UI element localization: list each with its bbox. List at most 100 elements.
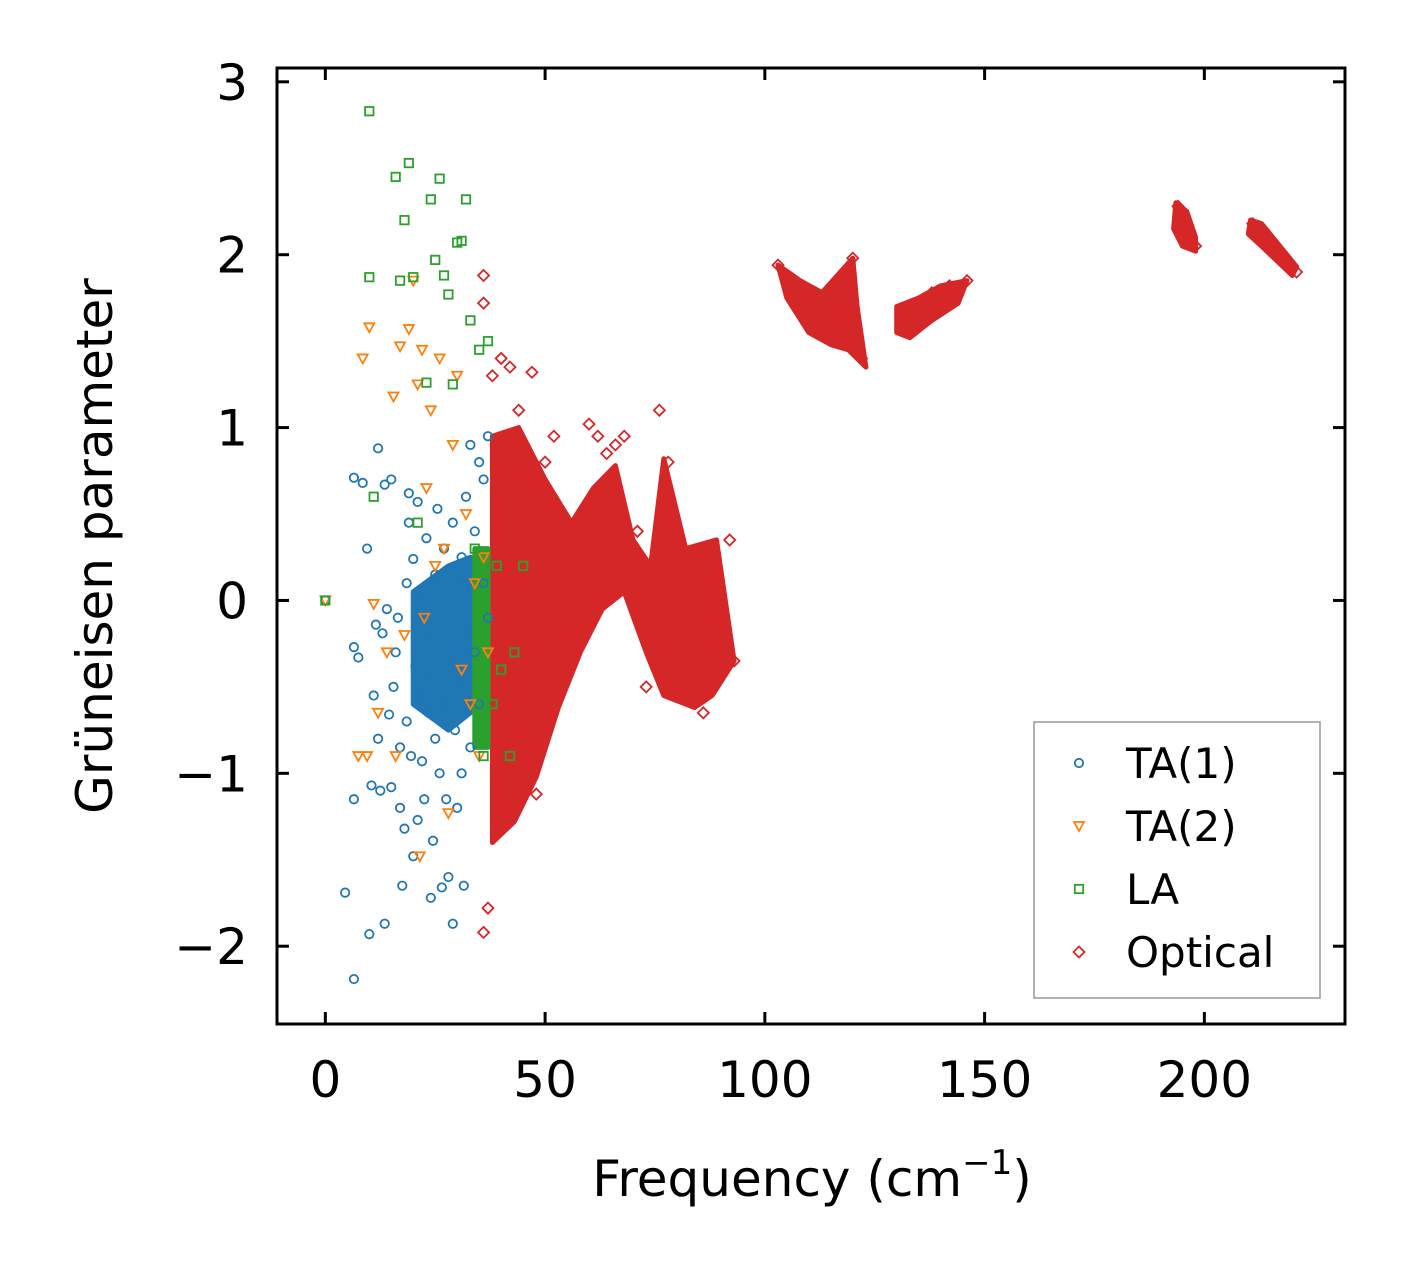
- point-ta-2-10: [393, 341, 407, 354]
- point-optical-17: [617, 429, 631, 443]
- point-ta-1-74: [465, 439, 476, 450]
- point-optical-21: [661, 455, 675, 469]
- point-la-2: [364, 272, 375, 283]
- point-ta-2-6: [371, 707, 385, 720]
- point-la-19: [460, 194, 472, 205]
- y-tick-label-2: 0: [216, 572, 248, 630]
- point-optical-38: [907, 299, 922, 314]
- point-ta-1-37: [410, 661, 421, 672]
- point-optical-16: [608, 438, 623, 452]
- point-ta-1-2: [348, 973, 360, 985]
- point-optical-45: [1245, 216, 1260, 231]
- point-ta-2-16: [415, 344, 429, 357]
- point-optical-46: [1259, 230, 1273, 245]
- point-ta-1-11: [368, 690, 379, 701]
- point-optical-20: [652, 403, 667, 418]
- point-ta-1-33: [403, 488, 414, 499]
- legend: TA(1) TA(2) LA Optical: [1033, 721, 1321, 999]
- point-optical-12: [547, 429, 561, 443]
- point-la-24: [482, 336, 494, 347]
- point-optical-15: [599, 446, 614, 461]
- point-ta-1-27: [394, 802, 406, 814]
- point-optical-44: [1188, 239, 1203, 253]
- point-optical-13: [582, 417, 596, 431]
- legend-label-la: LA: [1126, 865, 1179, 914]
- legend-label-optical: Optical: [1126, 928, 1274, 977]
- point-ta-1-18: [379, 479, 390, 490]
- x-axis-title-main: Frequency (cm: [592, 1150, 962, 1208]
- point-la-18: [456, 235, 467, 246]
- point-ta-1-8: [361, 543, 373, 554]
- point-ta-1-19: [381, 603, 392, 615]
- point-ta-2-3: [360, 751, 374, 763]
- point-la-9: [412, 517, 423, 528]
- point-optical-25: [696, 706, 711, 720]
- point-optical-42: [1171, 199, 1185, 214]
- point-ta-2-12: [402, 324, 416, 336]
- point-la-7: [403, 157, 414, 169]
- point-ta-1-80: [478, 578, 489, 589]
- point-ta-1-78: [474, 699, 485, 710]
- point-ta-1-7: [357, 477, 368, 489]
- point-optical-23: [678, 559, 693, 573]
- point-ta-1-10: [366, 780, 377, 791]
- point-optical-30: [771, 258, 785, 272]
- point-ta-2-18: [419, 483, 433, 495]
- point-ta-1-58: [441, 794, 452, 805]
- point-ta-1-47: [425, 892, 436, 903]
- point-ta-2-20: [428, 560, 442, 573]
- legend-label-ta-1: TA(1): [1125, 739, 1237, 788]
- point-optical-41: [960, 273, 974, 288]
- point-la-14: [438, 270, 450, 281]
- dense-region-2: [894, 278, 970, 341]
- x-tick-label-1: 50: [513, 1051, 577, 1109]
- point-optical-3: [481, 901, 495, 915]
- point-ta-2-23: [441, 808, 455, 820]
- legend-box: [1033, 721, 1321, 999]
- x-tick-label-4: 200: [1157, 1051, 1252, 1109]
- point-optical-32: [810, 325, 825, 340]
- point-ta-2-11: [397, 630, 411, 642]
- point-la-15: [443, 289, 454, 300]
- point-ta-1-62: [447, 918, 458, 929]
- point-ta-1-73: [465, 742, 476, 753]
- point-ta-1-15: [375, 785, 386, 796]
- point-ta-2-17: [417, 612, 431, 625]
- point-ta-2-25: [450, 370, 464, 383]
- point-ta-1-1: [340, 887, 351, 898]
- dense-region-0: [489, 425, 737, 845]
- axis-ticks: 0 50 100 150 200 −2 −1 0 1 2 3: [174, 54, 1345, 1109]
- point-ta-1-28: [397, 880, 408, 891]
- point-optical-27: [714, 628, 728, 642]
- point-la-21: [469, 543, 480, 554]
- point-la-6: [399, 215, 410, 226]
- data-points-layer: [318, 106, 1304, 985]
- point-la-11: [425, 194, 436, 205]
- point-ta-2-2: [356, 353, 370, 366]
- plot-frame: [275, 66, 1347, 1026]
- legend-marker-optical: [1072, 945, 1086, 959]
- dense-region-6: [472, 546, 491, 750]
- point-optical-35: [845, 251, 860, 265]
- x-tick-label-0: 0: [309, 1051, 341, 1109]
- point-ta-1-55: [436, 882, 447, 893]
- point-la-1: [364, 106, 375, 117]
- y-tick-label-3: 1: [216, 400, 248, 458]
- point-ta-1-67: [454, 681, 465, 692]
- y-tick-label-4: 2: [216, 227, 248, 285]
- dense-regions-layer: [410, 200, 1300, 845]
- point-ta-2-28: [463, 699, 477, 712]
- point-optical-18: [630, 524, 645, 539]
- point-ta-1-22: [386, 474, 397, 485]
- point-ta-1-21: [386, 782, 397, 793]
- point-la-13: [434, 173, 445, 184]
- point-ta-1-61: [445, 655, 456, 667]
- legend-items: TA(1) TA(2) LA Optical: [1072, 739, 1274, 977]
- point-ta-1-76: [469, 647, 480, 658]
- point-la-29: [509, 647, 520, 658]
- point-optical-9: [525, 365, 539, 380]
- point-la-12: [430, 254, 441, 265]
- point-optical-2: [476, 925, 491, 940]
- point-ta-2-7: [380, 647, 394, 660]
